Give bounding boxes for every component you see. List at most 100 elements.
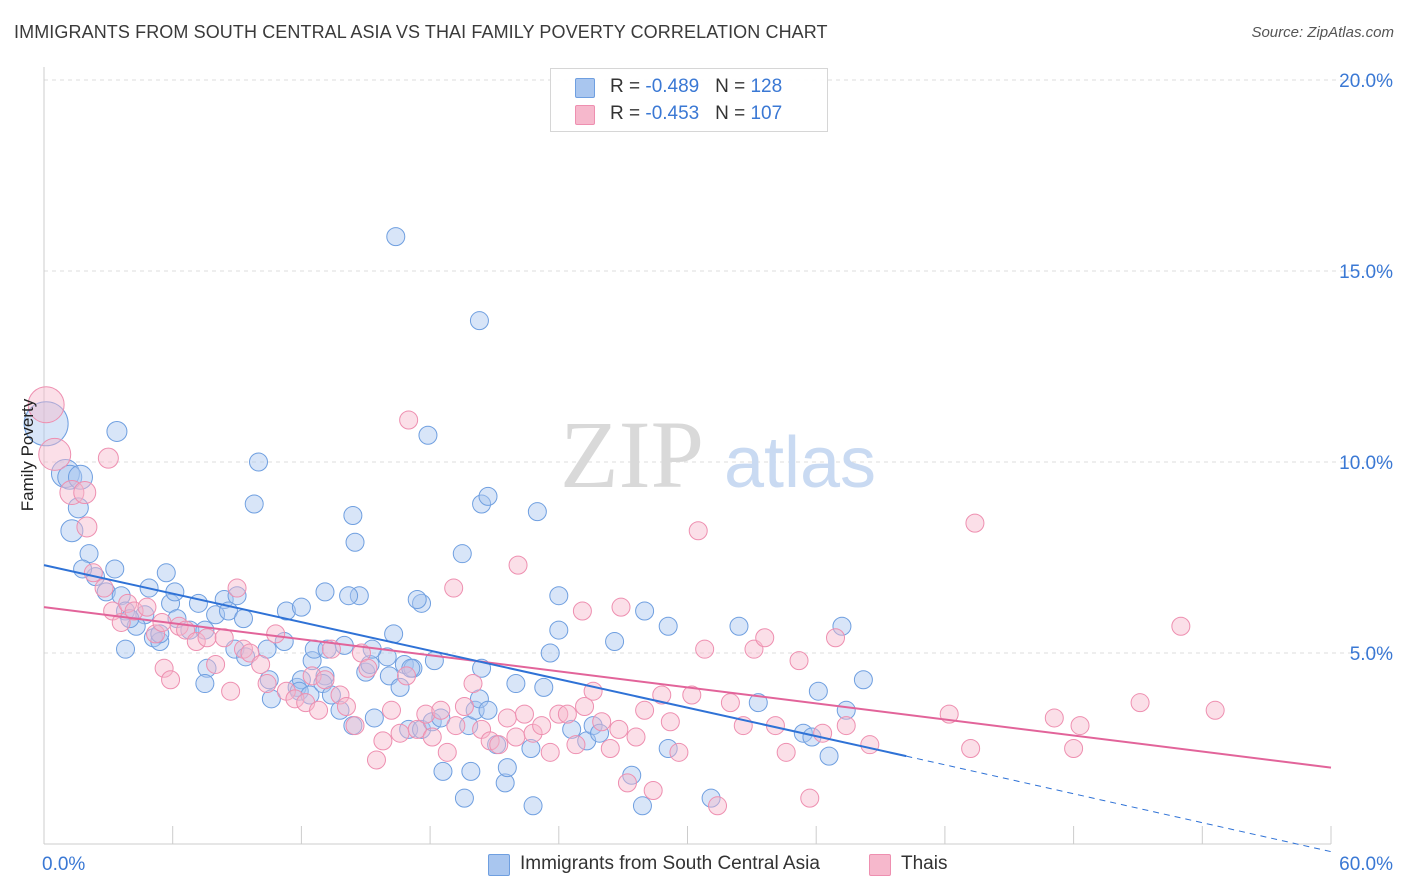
data-point xyxy=(345,716,365,736)
data-point xyxy=(695,639,715,659)
series-thais-points xyxy=(27,386,1225,816)
data-point xyxy=(377,647,397,667)
data-point xyxy=(506,674,526,694)
data-point xyxy=(465,700,485,720)
tick-labels: 5.0% 10.0% 15.0% 20.0% 0.0% 60.0% xyxy=(42,71,1393,875)
data-point xyxy=(94,578,114,598)
data-point xyxy=(343,505,363,525)
data-point xyxy=(478,486,498,506)
data-point xyxy=(1171,616,1191,636)
data-point xyxy=(431,700,451,720)
data-point xyxy=(106,420,128,442)
data-point xyxy=(562,719,582,739)
data-point xyxy=(186,632,206,652)
data-point xyxy=(339,586,359,606)
data-point xyxy=(23,401,69,447)
data-point xyxy=(521,739,541,758)
data-point xyxy=(124,601,144,621)
data-point xyxy=(658,739,678,758)
data-point xyxy=(729,616,749,636)
y-axis-label: Family Poverty xyxy=(18,398,37,512)
data-point xyxy=(407,719,427,739)
data-point xyxy=(489,735,509,755)
data-point xyxy=(257,674,277,694)
data-point xyxy=(38,437,72,471)
data-point xyxy=(446,716,466,736)
data-point xyxy=(853,670,873,690)
data-point xyxy=(83,563,103,583)
data-point xyxy=(454,696,474,716)
data-point xyxy=(682,685,702,705)
data-point xyxy=(652,685,672,705)
data-point xyxy=(73,481,97,505)
data-point xyxy=(416,704,436,724)
data-point xyxy=(390,723,410,743)
stats-legend: R = -0.489 N = 128 R = -0.453 N = 107 xyxy=(550,68,828,132)
data-point xyxy=(789,651,809,671)
source-label[interactable]: Source: ZipAtlas.com xyxy=(1251,24,1394,41)
data-point xyxy=(527,502,547,522)
data-point xyxy=(508,555,528,575)
legend-swatch-blue xyxy=(575,78,595,98)
data-point xyxy=(514,704,534,724)
data-point xyxy=(156,563,176,583)
data-point xyxy=(251,654,271,674)
y-tick-label: 15.0% xyxy=(1339,262,1393,283)
data-point xyxy=(463,674,483,694)
data-point xyxy=(832,616,852,636)
data-point xyxy=(592,712,612,732)
data-point xyxy=(708,796,728,816)
legend-swatch-blue xyxy=(488,854,510,876)
data-point xyxy=(590,723,610,743)
chart-title: IMMIGRANTS FROM SOUTH CENTRAL ASIA VS TH… xyxy=(14,22,828,42)
data-point xyxy=(611,597,631,617)
data-point xyxy=(506,727,526,747)
data-point xyxy=(658,616,678,636)
data-point xyxy=(819,746,839,766)
data-point xyxy=(206,654,226,674)
data-point xyxy=(534,677,554,697)
data-point xyxy=(566,735,586,755)
data-point xyxy=(454,788,474,808)
data-point xyxy=(433,761,453,781)
data-point xyxy=(549,586,569,606)
data-point xyxy=(540,643,560,663)
legend-label: Immigrants from South Central Asia xyxy=(520,853,820,874)
data-point xyxy=(826,628,846,648)
watermark-zip: ZIP xyxy=(560,401,704,508)
legend-r-label: R = xyxy=(610,103,646,124)
axes xyxy=(43,67,1332,845)
data-point xyxy=(111,586,131,606)
data-point xyxy=(221,681,241,701)
data-point xyxy=(836,716,856,736)
data-point xyxy=(397,666,417,686)
data-point xyxy=(701,788,721,808)
data-point xyxy=(266,624,286,644)
data-point xyxy=(431,708,451,728)
data-point xyxy=(407,590,427,610)
legend-r-value: -0.453 xyxy=(645,103,700,124)
data-point xyxy=(366,750,386,770)
data-point xyxy=(532,716,552,736)
data-point xyxy=(227,586,247,606)
data-point xyxy=(214,628,234,648)
data-point xyxy=(67,497,89,519)
data-point xyxy=(437,742,457,762)
data-point xyxy=(381,700,401,720)
data-point xyxy=(261,689,281,709)
legend-swatch-pink xyxy=(575,105,595,125)
data-point xyxy=(469,311,489,331)
data-point xyxy=(635,601,655,621)
x-tick-label: 60.0% xyxy=(1339,854,1393,875)
data-point xyxy=(965,513,985,533)
legend-r-value: -0.489 xyxy=(645,76,700,97)
data-point xyxy=(669,742,689,762)
data-point xyxy=(688,521,708,541)
y-tick-label: 5.0% xyxy=(1350,644,1393,665)
data-point xyxy=(249,452,268,472)
data-point xyxy=(497,708,517,728)
data-point xyxy=(146,624,166,644)
data-point xyxy=(244,494,264,514)
y-tick-label: 10.0% xyxy=(1339,453,1393,474)
